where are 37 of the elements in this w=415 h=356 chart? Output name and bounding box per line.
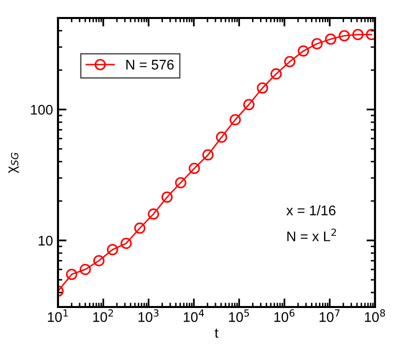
point (134, 222, 146, 234)
point (93, 255, 105, 266)
annotation: N = x L$^{2}$ (287, 228, 336, 242)
point (284, 56, 296, 68)
y-axis-title: χ$_{SG}$ (8, 152, 19, 174)
point (106, 244, 118, 256)
point (80, 264, 91, 276)
x-tick-label: 10$^{3}$ (138, 309, 158, 322)
x-tick-label: 10$^{8}$ (364, 309, 385, 322)
point (243, 98, 254, 110)
annotation: x = 1/16 (286, 205, 336, 216)
y-tick-label: 10 (38, 236, 53, 246)
point (216, 132, 228, 143)
x-tick-label: 10$^{7}$ (320, 309, 340, 322)
point (66, 268, 78, 280)
point (161, 192, 173, 203)
x-tick-label: 10$^{2}$ (93, 309, 113, 322)
point (148, 208, 160, 220)
x-axis-title: t (214, 328, 218, 338)
x-tick-label: 10$^{1}$ (48, 309, 68, 322)
x-tick-label: 10$^{4}$ (184, 309, 204, 322)
y-tick-label: 100 (31, 104, 53, 115)
point (270, 68, 282, 80)
x-tick-label: 10$^{5}$ (229, 309, 249, 322)
point (202, 149, 214, 161)
point (338, 30, 350, 42)
legend-label: N = 576 (126, 60, 174, 70)
point (120, 238, 132, 249)
point (256, 82, 268, 94)
point (352, 28, 364, 40)
point (325, 33, 336, 45)
point (188, 162, 200, 174)
point (230, 114, 241, 126)
point (298, 45, 310, 57)
x-tick-label: 10$^{6}$ (274, 309, 294, 322)
point (311, 38, 323, 50)
point (175, 177, 186, 188)
